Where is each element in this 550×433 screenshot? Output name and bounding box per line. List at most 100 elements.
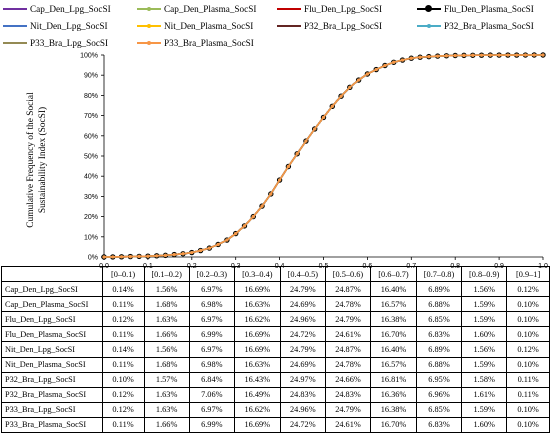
table-cell: 6.85% (415, 311, 463, 328)
data-point (374, 67, 378, 72)
table-cell: 1.59% (461, 356, 508, 373)
table-cell: 16.70% (370, 326, 417, 343)
table-cell: 24.96% (279, 401, 326, 418)
y-tick-label: 70% (84, 113, 98, 120)
data-point (163, 253, 168, 257)
table-row: Cap_Den_Lpg_SocSI 0.14% 1.56% 6.97% 16.69% 24… (1, 281, 550, 298)
legend-swatch (137, 21, 161, 31)
series-p33-bra-lpg-socsi (103, 54, 543, 258)
data-point (348, 85, 352, 89)
data-point (541, 53, 545, 57)
legend-label: Cap_Den_Lpg_SocSI (30, 4, 111, 14)
table-cell: 1.63% (143, 386, 190, 403)
legend-item-p32-bra-lpg-socsi: P32_Bra_Lpg_SocSI (277, 19, 382, 33)
row-label: P32_Bra_Lpg_SocSI (1, 371, 103, 388)
table-cell: 1.60% (461, 326, 508, 343)
table-cell: 24.69% (279, 356, 326, 373)
table-cell: 6.89% (415, 341, 463, 358)
series-line (103, 54, 543, 258)
table-cell: 24.79% (324, 311, 372, 328)
table-cell: 16.69% (233, 281, 281, 298)
y-tick-label: 90% (84, 73, 98, 80)
table-cell: 1.59% (461, 401, 508, 418)
table-cell: 24.61% (324, 416, 372, 433)
table-cell: 6.88% (415, 296, 463, 313)
data-point (119, 255, 124, 259)
series-line (103, 54, 543, 258)
table-cell: 7.06% (188, 386, 235, 403)
table-cell: 16.38% (370, 401, 417, 418)
data-point (216, 242, 220, 247)
table-cell: 24.83% (279, 386, 326, 403)
data-point (515, 53, 519, 57)
table-cell: 16.43% (233, 371, 281, 388)
table-cell: 6.95% (415, 371, 463, 388)
column-header: [0.2–0.3) (188, 265, 235, 283)
table-cell: 6.83% (415, 416, 463, 433)
table-cell: 0.10% (506, 401, 550, 418)
data-point (365, 72, 369, 76)
data-point (357, 78, 361, 82)
table-cell: 24.78% (324, 356, 372, 373)
table-row: Nit_Den_Plasma_SocSI 0.11% 1.68% 6.98% 16.63… (1, 356, 550, 373)
y-tick-label: 80% (84, 93, 98, 100)
y-tick-label: 10% (84, 234, 98, 241)
series-cap-den-lpg-socsi (103, 54, 543, 258)
legend-swatch (277, 21, 301, 31)
data-point (111, 255, 115, 259)
table-cell: 16.63% (233, 296, 281, 313)
legend-label: P33_Bra_Lpg_SocSI (30, 38, 109, 48)
data-point (234, 231, 238, 236)
data-point (242, 224, 247, 228)
data-point (251, 215, 255, 219)
table-cell: 16.81% (370, 371, 417, 388)
row-label: P33_Bra_Plasma_SocSI (1, 416, 103, 433)
legend-item-nit-den-lpg-socsi: Nit_Den_Lpg_SocSI (3, 19, 108, 33)
legend-item-p32-bra-plasma-socsi: P32_Bra_Plasma_SocSI (417, 19, 534, 33)
series-line (103, 54, 543, 258)
table-cell: 6.97% (188, 401, 235, 418)
legend-swatch (277, 4, 301, 14)
table-row: P32_Bra_Lpg_SocSI 0.10% 1.57% 6.84% 16.43% 24… (1, 371, 550, 388)
data-point (392, 60, 396, 64)
table-cell: 6.97% (188, 281, 235, 298)
column-header: [0.6–0.7) (370, 265, 417, 283)
legend-item-flu-den-plasma-socsi: Flu_Den_Plasma_SocSI (417, 2, 534, 16)
data-point (444, 54, 449, 58)
table-cell: 24.72% (279, 326, 326, 343)
series-nit-den-lpg-socsi (103, 54, 543, 258)
series-line (103, 54, 543, 258)
legend-label: P32_Bra_Plasma_SocSI (444, 21, 534, 31)
legend-swatch (137, 4, 161, 14)
table-cell: 1.56% (461, 341, 508, 358)
table-cell: 24.83% (324, 386, 372, 403)
table-row: P33_Bra_Lpg_SocSI 0.12% 1.63% 6.97% 16.62% 24… (1, 401, 550, 418)
row-label: P33_Bra_Lpg_SocSI (1, 401, 103, 418)
legend-swatch (137, 38, 161, 48)
data-point (330, 104, 334, 108)
table-cell: 16.36% (370, 386, 417, 403)
legend-item-cap-den-plasma-socsi: Cap_Den_Plasma_SocSI (137, 2, 256, 16)
table-cell: 24.79% (279, 341, 326, 358)
chart-legend: Cap_Den_Lpg_SocSI Cap_Den_Plasma_SocSI Flu… (0, 0, 550, 60)
row-label: Cap_Den_Lpg_SocSI (1, 281, 103, 298)
y-tick-label: 100% (80, 53, 98, 60)
table-cell: 1.66% (143, 416, 190, 433)
table-corner-cell (1, 265, 103, 283)
series-p32-bra-plasma-socsi (102, 53, 545, 259)
data-point (313, 127, 317, 131)
table-cell: 0.12% (101, 386, 145, 403)
data-point (225, 238, 229, 242)
table-cell: 16.63% (233, 356, 281, 373)
column-header: [0.9–1] (506, 265, 550, 283)
table-cell: 0.12% (101, 401, 145, 418)
series-line (103, 54, 543, 258)
table-cell: 6.96% (415, 386, 463, 403)
table-cell: 0.10% (506, 326, 550, 343)
data-point (146, 254, 150, 258)
table-cell: 1.66% (143, 326, 190, 343)
data-point (462, 53, 466, 57)
table-header-row: [0–0.1) [0.1–0.2) [0.2–0.3) [0.3–0.4) [0.4–0… (1, 265, 550, 283)
table-cell: 24.87% (324, 281, 372, 298)
data-point (383, 63, 387, 68)
